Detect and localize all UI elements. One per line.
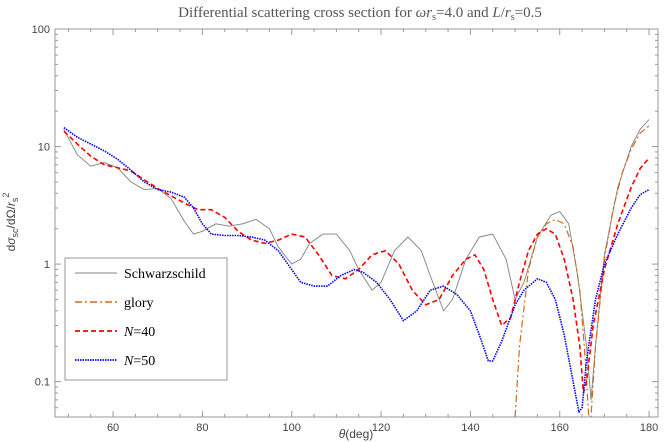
legend-label-schwarzschild: Schwarzschild [124, 267, 206, 282]
axis-ticks [55, 28, 658, 418]
plot-frame [54, 28, 659, 418]
y-tick-labels: 0.1 1 10 100 [32, 24, 50, 389]
x-tick-label: 120 [372, 422, 390, 434]
x-tick-label: 160 [551, 422, 569, 434]
series-n-40 [63, 130, 650, 394]
series-group [63, 119, 650, 417]
x-tick-label: 140 [461, 422, 479, 434]
x-tick-label: 80 [196, 422, 208, 434]
y-tick-label: 0.1 [35, 377, 50, 389]
x-axis-label: θ(deg) [339, 427, 374, 441]
x-tick-labels: 60 80 100 120 140 160 180 [107, 422, 658, 434]
legend-label-n-40: N=40 [123, 325, 155, 340]
y-tick-label: 10 [38, 142, 50, 154]
legend-box [64, 257, 228, 381]
y-tick-label: 1 [44, 259, 50, 271]
legend-label-n-50: N=50 [123, 354, 155, 369]
series-glory [514, 125, 650, 417]
y-tick-label: 100 [32, 24, 50, 36]
x-tick-label: 60 [107, 422, 119, 434]
legend: Schwarzschild glory N=40 N=50 [64, 257, 228, 381]
x-tick-label: 100 [283, 422, 301, 434]
y-axis-label: dσsc/dΩ/rs2 [1, 193, 20, 252]
x-tick-label: 180 [640, 422, 658, 434]
series-n-50 [63, 126, 650, 413]
chart-title: Differential scattering cross section fo… [178, 5, 542, 23]
legend-label-glory: glory [124, 296, 154, 311]
